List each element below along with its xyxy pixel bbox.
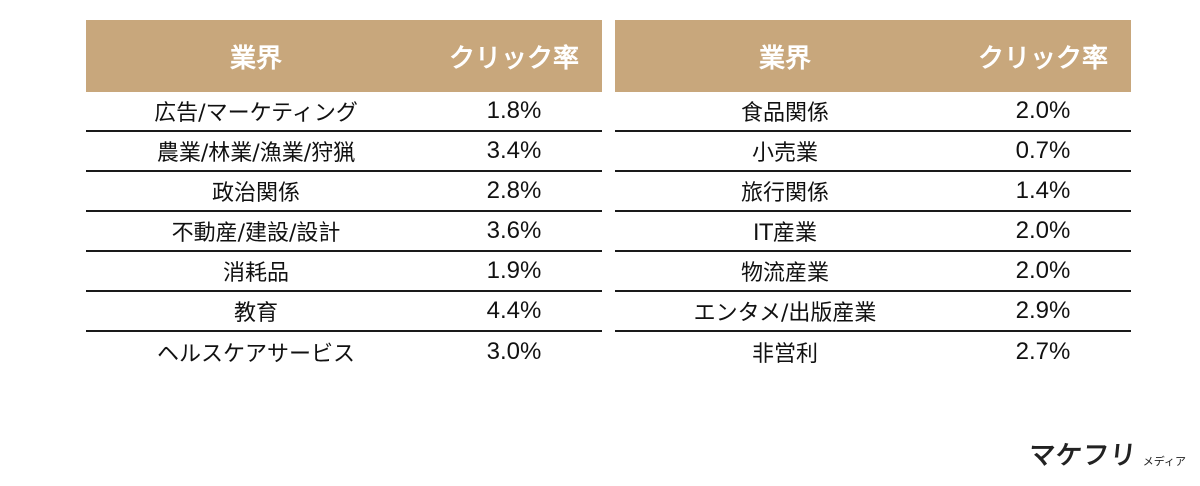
rate-cell: 0.7% [1015,137,1071,164]
industry-cell: 広告/マーケティング [154,101,358,126]
header-click-rate: クリック率 [448,43,579,74]
industry-cell: 小売業 [751,141,818,166]
table-row: 非営利 2.7% [615,332,1131,372]
table-row: 物流産業 2.0% [615,252,1131,292]
industry-cell: 不動産/建設/設計 [171,221,341,246]
table-row: 消耗品 1.9% [86,252,602,292]
table-row: 農業/林業/漁業/狩猟 3.4% [86,132,602,172]
table-header: 業界 クリック率 [86,20,602,92]
rate-cell: 3.4% [486,137,542,164]
table-row: エンタメ/出版産業 2.9% [615,292,1131,332]
rate-cell: 3.6% [486,217,542,244]
table-row: 広告/マーケティング 1.8% [86,92,602,132]
rate-cell: 3.0% [486,338,542,365]
click-rate-table-right: 業界 クリック率 食品関係 2.0% 小売業 0.7% 旅行関係 1.4% IT… [615,20,1131,372]
industry-cell: 非営利 [751,342,818,367]
industry-cell: ヘルスケアサービス [156,342,355,367]
rate-cell: 1.4% [1015,177,1071,204]
industry-cell: 農業/林業/漁業/狩猟 [156,141,356,166]
industry-cell: 教育 [233,301,278,326]
table-row: ヘルスケアサービス 3.0% [86,332,602,372]
industry-cell: 物流産業 [740,261,829,286]
logo-subtext: メディア [1142,455,1186,468]
table-row: 政治関係 2.8% [86,172,602,212]
table-header: 業界 クリック率 [615,20,1131,92]
rate-cell: 2.0% [1015,257,1071,284]
header-click-rate: クリック率 [977,43,1108,74]
table-row: 不動産/建設/設計 3.6% [86,212,602,252]
rate-cell: 2.7% [1015,338,1071,365]
industry-cell: 消耗品 [222,261,289,286]
table-row: 小売業 0.7% [615,132,1131,172]
header-industry: 業界 [758,43,811,74]
table-row: 旅行関係 1.4% [615,172,1131,212]
table-row: 教育 4.4% [86,292,602,332]
header-industry: 業界 [229,43,282,74]
industry-cell: 政治関係 [211,181,300,206]
rate-cell: 4.4% [486,297,542,324]
rate-cell: 2.0% [1015,217,1071,244]
industry-cell: 旅行関係 [740,181,829,206]
logo-wordmark: マケフリ [1026,441,1139,471]
table-row: IT産業 2.0% [615,212,1131,252]
click-rate-table-left: 業界 クリック率 広告/マーケティング 1.8% 農業/林業/漁業/狩猟 3.4… [86,20,602,372]
rate-cell: 2.8% [486,177,542,204]
rate-cell: 1.8% [486,97,542,124]
industry-cell: IT産業 [753,221,817,246]
table-row: 食品関係 2.0% [615,92,1131,132]
brand-logo: マケフリ メディア [1026,435,1186,472]
rate-cell: 2.0% [1015,97,1071,124]
rate-cell: 1.9% [486,257,542,284]
industry-cell: エンタメ/出版産業 [693,301,877,326]
rate-cell: 2.9% [1015,297,1071,324]
industry-cell: 食品関係 [740,101,829,126]
